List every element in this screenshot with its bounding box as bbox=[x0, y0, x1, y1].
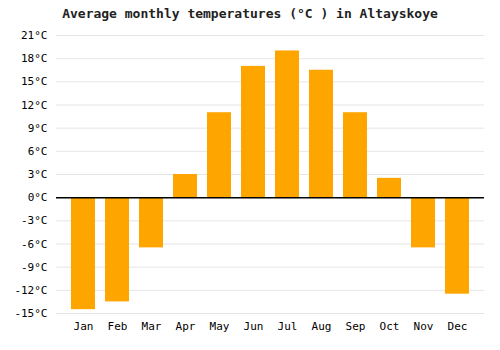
svg-text:18°C: 18°C bbox=[21, 52, 48, 65]
svg-text:Jul: Jul bbox=[278, 320, 298, 333]
svg-text:Feb: Feb bbox=[108, 320, 128, 333]
html-text:Average monthly temperatures (: Average monthly temperatures (°C ) in Al… bbox=[62, 6, 438, 21]
svg-text:May: May bbox=[210, 320, 230, 333]
svg-text:Nov: Nov bbox=[414, 320, 434, 333]
svg-text:Oct: Oct bbox=[380, 320, 400, 333]
svg-text:Jun: Jun bbox=[244, 320, 264, 333]
svg-text:Apr: Apr bbox=[176, 320, 196, 333]
svg-text:Aug: Aug bbox=[312, 320, 332, 333]
svg-text:0°C: 0°C bbox=[28, 191, 48, 204]
svg-text:Sep: Sep bbox=[346, 320, 366, 333]
svg-text:-9°C: -9°C bbox=[21, 261, 48, 274]
svg-text:-15°C: -15°C bbox=[14, 307, 47, 320]
svg-text:Mar: Mar bbox=[142, 320, 162, 333]
svg-text:3°C: 3°C bbox=[28, 168, 48, 181]
svg-text:12°C: 12°C bbox=[21, 99, 48, 112]
svg-text:-12°C: -12°C bbox=[14, 284, 47, 297]
svg-text:-6°C: -6°C bbox=[21, 238, 48, 251]
svg-text:Dec: Dec bbox=[448, 320, 468, 333]
svg-text:15°C: 15°C bbox=[21, 75, 48, 88]
svg-text:Jan: Jan bbox=[74, 320, 94, 333]
svg-text:9°C: 9°C bbox=[28, 122, 48, 135]
svg-text:21°C: 21°C bbox=[21, 29, 48, 42]
svg-text:-3°C: -3°C bbox=[21, 214, 48, 227]
svg-text:6°C: 6°C bbox=[28, 145, 48, 158]
